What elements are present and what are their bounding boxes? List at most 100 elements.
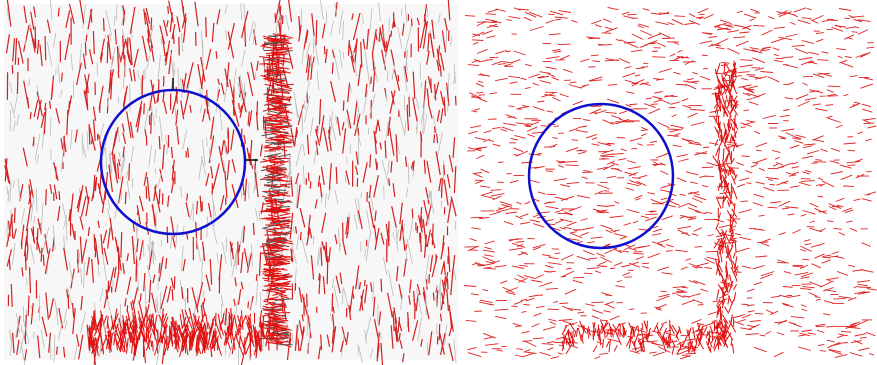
vector (802, 259, 809, 260)
vector (172, 289, 173, 301)
vector (117, 5, 118, 21)
vector (94, 234, 95, 250)
vector (46, 189, 47, 205)
vector (125, 326, 126, 335)
vector (274, 54, 285, 55)
vector (261, 330, 262, 347)
vector (617, 138, 625, 139)
scene (0, 0, 877, 365)
vector (864, 123, 875, 124)
vector (702, 167, 713, 168)
vector (602, 33, 611, 34)
vector (674, 16, 685, 17)
vector (746, 183, 751, 184)
vector (12, 65, 13, 74)
vector (439, 324, 440, 340)
vector (136, 256, 137, 281)
vector (608, 85, 617, 86)
vector (264, 39, 280, 40)
vector (17, 72, 18, 94)
vector (151, 340, 152, 347)
vector (417, 226, 418, 233)
vector (321, 335, 322, 350)
vector (150, 236, 151, 263)
vector (570, 338, 571, 344)
vector (144, 103, 145, 114)
vector (28, 296, 29, 316)
vector (420, 233, 421, 243)
vector (670, 330, 671, 339)
vector (216, 51, 217, 59)
vector (591, 302, 603, 303)
vector (253, 223, 254, 235)
vector (393, 22, 394, 29)
vector (434, 134, 435, 143)
vector (173, 32, 174, 44)
vector (695, 247, 702, 248)
vector (238, 242, 239, 265)
vector (121, 232, 122, 258)
vector (548, 14, 554, 15)
vector (265, 325, 273, 326)
vector (706, 251, 719, 252)
vector (559, 303, 568, 304)
vector (107, 42, 108, 64)
vector (381, 279, 382, 292)
vector (268, 75, 283, 76)
vector (307, 294, 308, 308)
vector (498, 162, 503, 163)
vector (266, 120, 284, 121)
vector (398, 75, 399, 82)
vector (43, 255, 44, 266)
vector (666, 251, 673, 252)
vector (476, 149, 482, 150)
vector (371, 77, 372, 84)
vector (816, 326, 825, 327)
vector (642, 263, 649, 264)
vector (265, 43, 283, 44)
vector (30, 112, 31, 119)
vector (447, 278, 448, 289)
vector (264, 44, 279, 45)
vector (399, 333, 400, 340)
vector (187, 194, 188, 201)
right-panel (466, 4, 874, 360)
vector (689, 330, 690, 340)
vector (239, 103, 240, 110)
vector (95, 247, 96, 258)
vector (667, 341, 668, 348)
vector (580, 151, 587, 152)
vector (365, 280, 366, 286)
vector (647, 334, 648, 343)
vector (444, 165, 445, 175)
vector (85, 42, 86, 55)
vector (433, 293, 434, 301)
vector (298, 339, 299, 352)
vector (268, 36, 278, 37)
vector (256, 274, 257, 281)
vector (478, 95, 485, 96)
vector (332, 293, 333, 311)
vector (523, 304, 529, 305)
vector (603, 339, 604, 348)
vector (573, 277, 584, 278)
vector (370, 155, 371, 168)
vector (313, 236, 314, 244)
vector (741, 156, 749, 157)
vector (300, 232, 301, 240)
vector (409, 97, 410, 117)
vector (159, 189, 160, 204)
vector (820, 351, 826, 352)
vector (686, 217, 697, 218)
vector (332, 63, 333, 74)
vector (507, 173, 512, 174)
vector (125, 192, 126, 204)
vector (174, 276, 175, 289)
vector (828, 86, 841, 87)
vector (618, 329, 619, 336)
vector (651, 104, 658, 105)
vector (721, 177, 722, 189)
vector (248, 302, 249, 308)
vector (197, 201, 198, 214)
vector (527, 238, 535, 239)
